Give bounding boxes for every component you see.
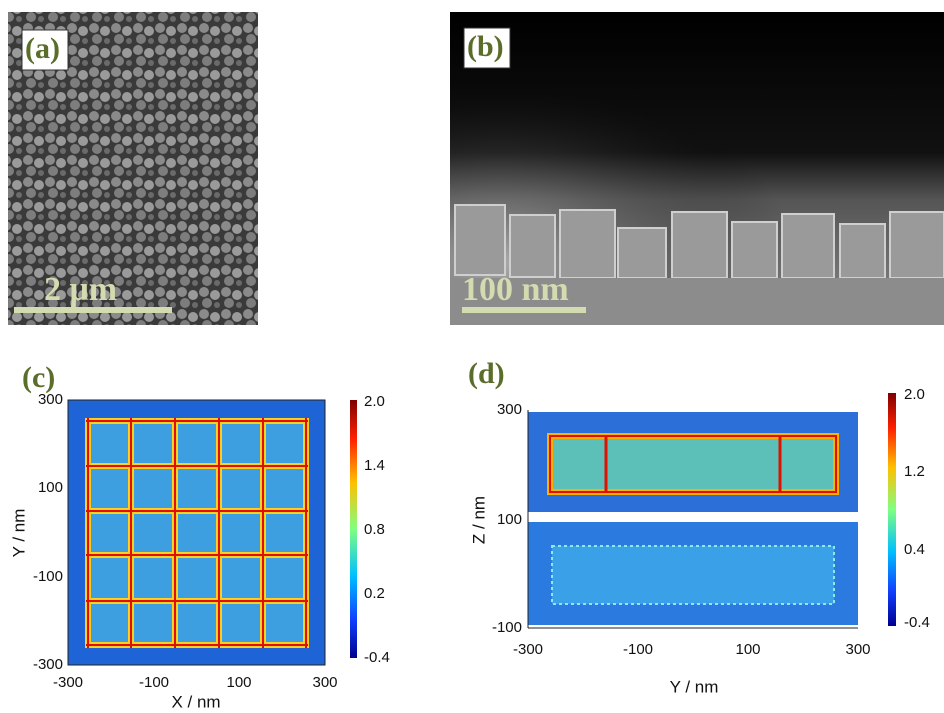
y-axis-label: Y / nm (9, 509, 28, 558)
panel-label: (a) (25, 32, 60, 65)
colorbar-tick: 2.0 (364, 393, 385, 410)
y-tick-label: -100 (492, 619, 522, 636)
hotspot-box (550, 436, 836, 492)
field-inner (552, 546, 834, 604)
x-tick-label: 100 (735, 641, 760, 658)
y-tick-label: -100 (33, 568, 63, 585)
y-tick-label: -300 (33, 656, 63, 673)
scale-bar-text: 100 nm (462, 271, 569, 308)
colorbar-tick: 0.2 (364, 585, 385, 602)
x-tick-label: -100 (139, 674, 169, 691)
scale-bar-text: 2 μm (44, 271, 117, 308)
panel-label: (c) (22, 361, 55, 394)
x-tick-label: -300 (53, 674, 83, 691)
panel-c: (c) -300 -100 100 300 300 100 -100 -300 … (9, 361, 389, 712)
panel-d: (d) -300 -100 100 300 300 100 -100 Y / n… (468, 357, 930, 697)
figure: (a) 2 μm (b) 100 nm (c) -300 -100 100 30… (0, 0, 944, 713)
colorbar (888, 393, 896, 626)
x-tick-label: 100 (226, 674, 251, 691)
y-tick-label: 100 (38, 479, 63, 496)
y-tick-label: 300 (497, 401, 522, 418)
colorbar-tick: 0.8 (364, 521, 385, 538)
colorbar (350, 400, 357, 658)
y-axis-label: Z / nm (469, 496, 488, 544)
x-tick-label: -100 (623, 641, 653, 658)
y-tick-label: 300 (38, 391, 63, 408)
colorbar-tick: -0.4 (364, 649, 390, 666)
colorbar-tick: 2.0 (904, 386, 925, 403)
x-tick-label: -300 (513, 641, 543, 658)
x-axis-label: X / nm (171, 692, 220, 711)
x-axis-label: Y / nm (670, 677, 719, 696)
panel-label: (d) (468, 357, 505, 390)
x-tick-label: 300 (845, 641, 870, 658)
panel-a: (a) 2 μm (8, 12, 258, 325)
colorbar-tick: 0.4 (904, 541, 925, 558)
colorbar-tick: 1.4 (364, 457, 385, 474)
y-tick-label: 100 (497, 511, 522, 528)
colorbar-tick: 1.2 (904, 463, 925, 480)
colorbar-tick: -0.4 (904, 614, 930, 631)
panel-label: (b) (467, 30, 504, 63)
field-map-inner (86, 418, 308, 648)
x-tick-label: 300 (312, 674, 337, 691)
panel-b: (b) 100 nm (450, 12, 944, 325)
